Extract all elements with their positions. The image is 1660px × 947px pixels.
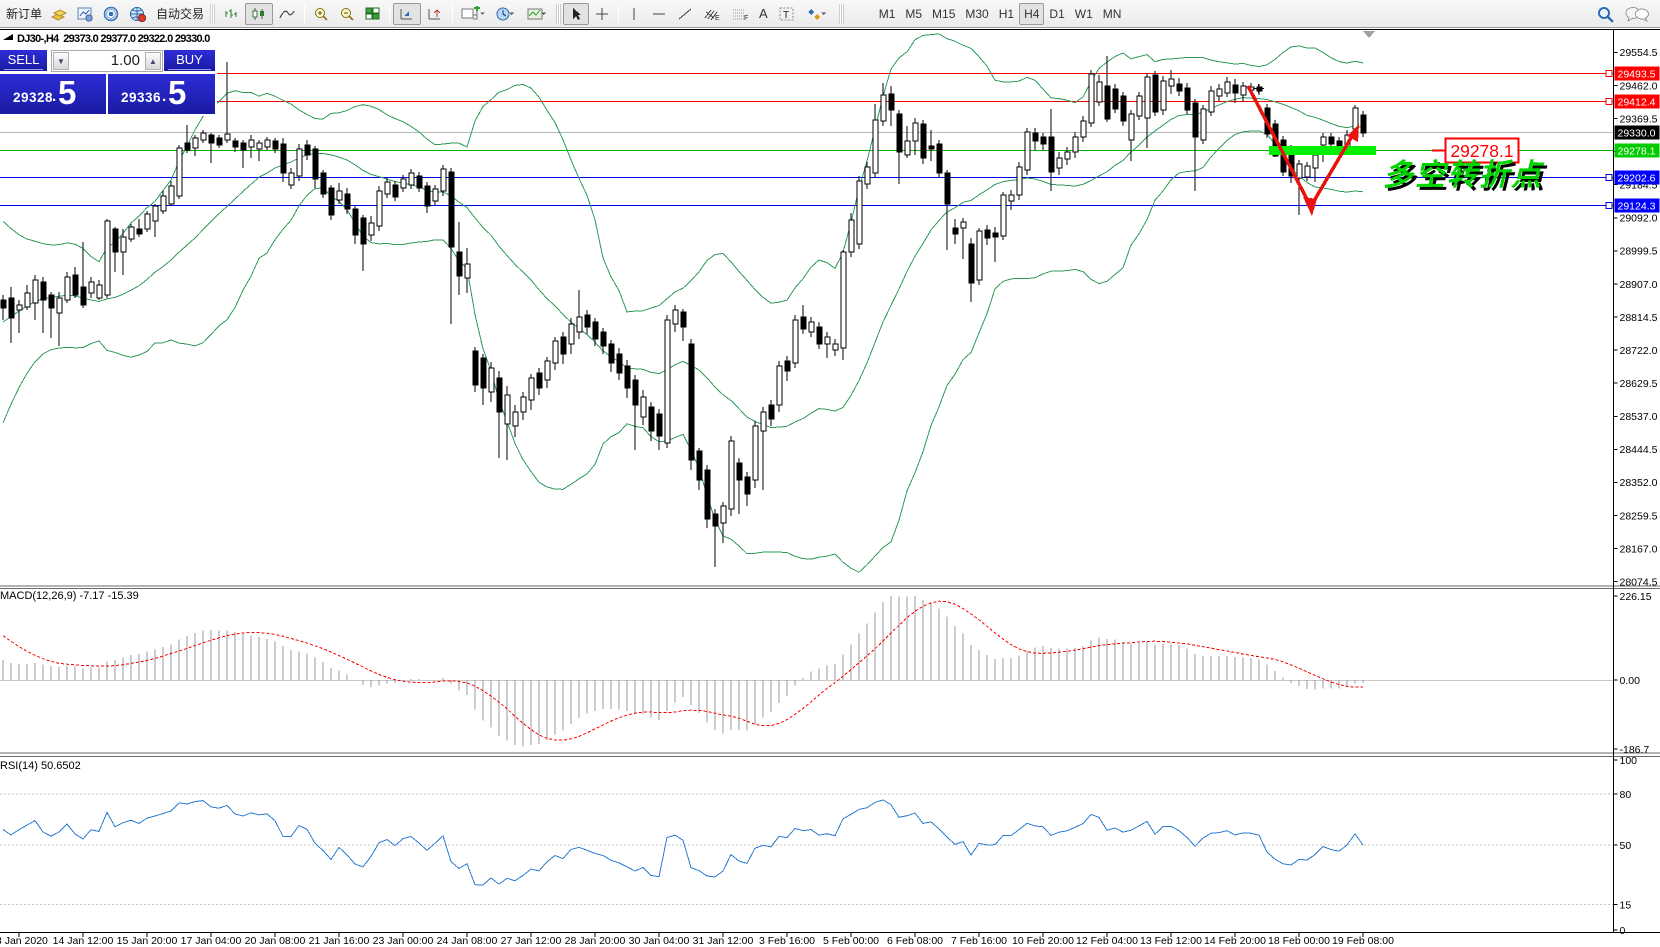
svg-text:15 Jan 20:00: 15 Jan 20:00 xyxy=(117,935,178,947)
svg-text:23 Jan 00:00: 23 Jan 00:00 xyxy=(373,935,434,947)
svg-text:17 Jan 04:00: 17 Jan 04:00 xyxy=(181,935,242,947)
svg-text:3 Feb 16:00: 3 Feb 16:00 xyxy=(759,935,815,947)
svg-text:24 Jan 08:00: 24 Jan 08:00 xyxy=(437,935,498,947)
svg-text:28444.5: 28444.5 xyxy=(1620,444,1658,456)
svg-text:28167.0: 28167.0 xyxy=(1620,543,1658,555)
svg-text:10 Feb 20:00: 10 Feb 20:00 xyxy=(1012,935,1074,947)
svg-text:14 Jan 12:00: 14 Jan 12:00 xyxy=(53,935,114,947)
svg-text:28814.5: 28814.5 xyxy=(1620,312,1658,324)
svg-text:50: 50 xyxy=(1620,840,1632,852)
svg-text:226.15: 226.15 xyxy=(1620,591,1652,603)
svg-text:20 Jan 08:00: 20 Jan 08:00 xyxy=(245,935,306,947)
svg-text:0: 0 xyxy=(1620,925,1626,937)
svg-text:0.00: 0.00 xyxy=(1620,675,1641,687)
svg-text:29330.0: 29330.0 xyxy=(1618,128,1656,140)
svg-text:多空转折点: 多空转折点 xyxy=(1383,159,1545,192)
svg-text:28907.0: 28907.0 xyxy=(1620,279,1658,291)
svg-text:-186.7: -186.7 xyxy=(1620,744,1650,756)
svg-text:RSI(14) 50.6502: RSI(14) 50.6502 xyxy=(0,760,81,772)
svg-text:28537.0: 28537.0 xyxy=(1620,411,1658,423)
svg-text:DJ30-,H4 29373.0 29377.0 2932: DJ30-,H4 29373.0 29377.0 29322.0 29330.0 xyxy=(17,33,210,45)
svg-text:15: 15 xyxy=(1620,900,1632,912)
svg-text:14 Feb 20:00: 14 Feb 20:00 xyxy=(1204,935,1266,947)
svg-text:100: 100 xyxy=(1620,755,1638,767)
svg-text:T: T xyxy=(783,10,789,21)
svg-text:19 Feb 08:00: 19 Feb 08:00 xyxy=(1332,935,1394,947)
svg-text:28722.0: 28722.0 xyxy=(1620,345,1658,357)
svg-text:7 Feb 16:00: 7 Feb 16:00 xyxy=(951,935,1007,947)
svg-text:29462.0: 29462.0 xyxy=(1620,80,1658,92)
svg-text:28 Jan 20:00: 28 Jan 20:00 xyxy=(565,935,626,947)
svg-text:29412.4: 29412.4 xyxy=(1618,97,1656,109)
svg-text:80: 80 xyxy=(1620,789,1632,801)
svg-text:多空转折点: 多空转折点 xyxy=(1386,162,1548,195)
svg-text:13 Feb 12:00: 13 Feb 12:00 xyxy=(1140,935,1202,947)
svg-text:28352.0: 28352.0 xyxy=(1620,477,1658,489)
svg-text:29202.6: 29202.6 xyxy=(1618,173,1656,185)
svg-text:29554.5: 29554.5 xyxy=(1620,47,1658,59)
svg-text:28259.5: 28259.5 xyxy=(1620,510,1658,522)
svg-text:18 Feb 00:00: 18 Feb 00:00 xyxy=(1268,935,1330,947)
svg-text:29369.5: 29369.5 xyxy=(1620,113,1658,125)
svg-text:28999.5: 28999.5 xyxy=(1620,246,1658,258)
svg-text:29124.3: 29124.3 xyxy=(1618,201,1656,213)
svg-text:31 Jan 12:00: 31 Jan 12:00 xyxy=(693,935,754,947)
svg-text:12 Feb 04:00: 12 Feb 04:00 xyxy=(1076,935,1138,947)
svg-text:E: E xyxy=(715,15,720,22)
svg-text:6 Feb 08:00: 6 Feb 08:00 xyxy=(887,935,943,947)
svg-text:30 Jan 04:00: 30 Jan 04:00 xyxy=(629,935,690,947)
svg-text:29092.0: 29092.0 xyxy=(1620,213,1658,225)
svg-text:21 Jan 16:00: 21 Jan 16:00 xyxy=(309,935,370,947)
svg-text:13 Jan 2020: 13 Jan 2020 xyxy=(0,935,48,947)
svg-text:29278.1: 29278.1 xyxy=(1450,141,1513,161)
svg-text:MACD(12,26,9) -7.17 -15.39: MACD(12,26,9) -7.17 -15.39 xyxy=(0,590,139,602)
svg-text:29493.5: 29493.5 xyxy=(1618,69,1656,81)
svg-text:29278.1: 29278.1 xyxy=(1618,146,1656,158)
svg-text:F: F xyxy=(744,15,748,22)
svg-text:28074.5: 28074.5 xyxy=(1620,577,1658,589)
svg-text:5 Feb 00:00: 5 Feb 00:00 xyxy=(823,935,879,947)
svg-text:28629.5: 28629.5 xyxy=(1620,378,1658,390)
svg-text:27 Jan 12:00: 27 Jan 12:00 xyxy=(501,935,562,947)
